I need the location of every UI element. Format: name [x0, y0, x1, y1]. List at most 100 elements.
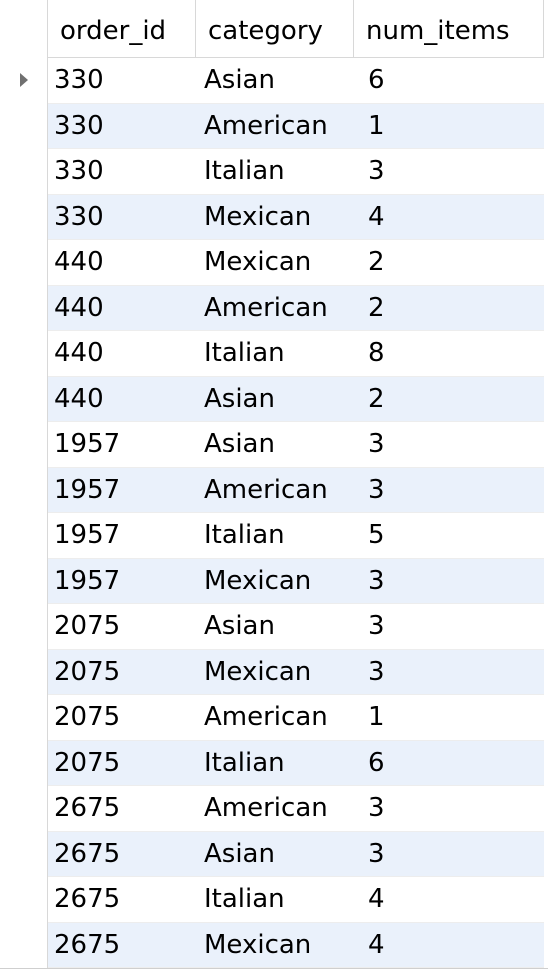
cell-num-items[interactable]: 3 — [368, 656, 385, 687]
cell-num-items[interactable]: 3 — [368, 793, 385, 823]
row-selector[interactable] — [0, 786, 48, 832]
row-selector[interactable] — [0, 240, 48, 286]
table-row[interactable]: 440 American 2 — [0, 285, 558, 331]
cell-category[interactable]: Mexican — [204, 929, 312, 960]
table-row[interactable]: 2675 Asian 3 — [0, 831, 558, 877]
cell-order-id[interactable]: 2675 — [54, 929, 121, 960]
cell-order-id[interactable]: 1957 — [54, 565, 121, 596]
row-selector[interactable] — [0, 649, 48, 695]
cell-category[interactable]: Italian — [204, 747, 285, 778]
cell-order-id[interactable]: 1957 — [54, 520, 121, 550]
table-row[interactable]: 2675 American 3 — [0, 786, 558, 832]
cell-category[interactable]: Italian — [204, 884, 285, 914]
cell-category[interactable]: Asian — [204, 65, 275, 95]
cell-category[interactable]: American — [204, 702, 328, 732]
table-row[interactable]: 330 American 1 — [0, 103, 558, 149]
table-row[interactable]: 2075 American 1 — [0, 695, 558, 741]
row-selector[interactable] — [0, 467, 48, 513]
cell-num-items[interactable]: 3 — [368, 156, 385, 186]
row-selector[interactable] — [0, 331, 48, 377]
cell-order-id[interactable]: 440 — [54, 292, 104, 323]
row-selector[interactable] — [0, 831, 48, 877]
cell-order-id[interactable]: 2675 — [54, 793, 121, 823]
cell-num-items[interactable]: 1 — [368, 702, 385, 732]
cell-order-id[interactable]: 440 — [54, 247, 104, 277]
cell-category[interactable]: Mexican — [204, 247, 312, 277]
cell-category[interactable]: Asian — [204, 838, 275, 869]
cell-category[interactable]: Italian — [204, 520, 285, 550]
cell-num-items[interactable]: 3 — [368, 429, 385, 459]
table-row[interactable]: 330 Asian 6 — [0, 58, 558, 104]
cell-order-id[interactable]: 330 — [54, 110, 104, 141]
cell-order-id[interactable]: 2675 — [54, 838, 121, 869]
cell-order-id[interactable]: 440 — [54, 383, 104, 414]
cell-category[interactable]: Italian — [204, 156, 285, 186]
table-row[interactable]: 1957 Mexican 3 — [0, 558, 558, 604]
table-row[interactable]: 1957 Italian 5 — [0, 513, 558, 559]
cell-num-items[interactable]: 6 — [368, 747, 385, 778]
cell-order-id[interactable]: 1957 — [54, 429, 121, 459]
row-selector[interactable] — [0, 376, 48, 422]
cell-order-id[interactable]: 330 — [54, 156, 104, 186]
cell-num-items[interactable]: 3 — [368, 474, 385, 505]
table-row[interactable]: 440 Italian 8 — [0, 331, 558, 377]
table-row[interactable]: 440 Asian 2 — [0, 376, 558, 422]
cell-num-items[interactable]: 8 — [368, 338, 385, 368]
cell-num-items[interactable]: 2 — [368, 292, 385, 323]
cell-category[interactable]: American — [204, 292, 328, 323]
cell-category[interactable]: Mexican — [204, 565, 312, 596]
cell-category[interactable]: Asian — [204, 611, 275, 641]
cell-order-id[interactable]: 2675 — [54, 884, 121, 914]
cell-category[interactable]: American — [204, 110, 328, 141]
row-selector[interactable] — [0, 740, 48, 786]
cell-order-id[interactable]: 2075 — [54, 702, 121, 732]
cell-num-items[interactable]: 2 — [368, 383, 385, 414]
cell-category[interactable]: American — [204, 474, 328, 505]
table-row[interactable]: 2075 Asian 3 — [0, 604, 558, 650]
cell-category[interactable]: Asian — [204, 383, 275, 414]
cell-category[interactable]: American — [204, 793, 328, 823]
cell-num-items[interactable]: 3 — [368, 611, 385, 641]
cell-num-items[interactable]: 2 — [368, 247, 385, 277]
cell-category[interactable]: Mexican — [204, 656, 312, 687]
row-selector[interactable] — [0, 604, 48, 650]
row-selector[interactable] — [0, 558, 48, 604]
cell-num-items[interactable]: 3 — [368, 838, 385, 869]
table-row[interactable]: 440 Mexican 2 — [0, 240, 558, 286]
row-selector[interactable] — [0, 194, 48, 240]
table-row[interactable]: 2675 Italian 4 — [0, 877, 558, 923]
table-row[interactable]: 1957 Asian 3 — [0, 422, 558, 468]
row-selector[interactable] — [0, 149, 48, 195]
table-row[interactable]: 2075 Mexican 3 — [0, 649, 558, 695]
table-row[interactable]: 1957 American 3 — [0, 467, 558, 513]
cell-category[interactable]: Italian — [204, 338, 285, 368]
column-header-category[interactable]: category — [196, 0, 354, 58]
cell-num-items[interactable]: 4 — [368, 929, 385, 960]
cell-order-id[interactable]: 1957 — [54, 474, 121, 505]
cell-num-items[interactable]: 1 — [368, 110, 385, 141]
cell-num-items[interactable]: 4 — [368, 201, 385, 232]
row-selector[interactable] — [0, 922, 48, 968]
cell-num-items[interactable]: 6 — [368, 65, 385, 95]
cell-order-id[interactable]: 2075 — [54, 656, 121, 687]
cell-order-id[interactable]: 330 — [54, 65, 104, 95]
column-header-order-id[interactable]: order_id — [48, 0, 196, 58]
table-row[interactable]: 2075 Italian 6 — [0, 740, 558, 786]
row-selector[interactable] — [0, 58, 48, 104]
cell-category[interactable]: Mexican — [204, 201, 312, 232]
cell-category[interactable]: Asian — [204, 429, 275, 459]
row-selector[interactable] — [0, 103, 48, 149]
cell-order-id[interactable]: 330 — [54, 201, 104, 232]
row-selector[interactable] — [0, 877, 48, 923]
table-row[interactable]: 330 Italian 3 — [0, 149, 558, 195]
table-row[interactable]: 330 Mexican 4 — [0, 194, 558, 240]
cell-order-id[interactable]: 2075 — [54, 747, 121, 778]
column-header-num-items[interactable]: num_items — [354, 0, 544, 58]
cell-order-id[interactable]: 2075 — [54, 611, 121, 641]
row-selector[interactable] — [0, 422, 48, 468]
cell-num-items[interactable]: 3 — [368, 565, 385, 596]
row-selector[interactable] — [0, 695, 48, 741]
row-selector[interactable] — [0, 513, 48, 559]
cell-order-id[interactable]: 440 — [54, 338, 104, 368]
cell-num-items[interactable]: 4 — [368, 884, 385, 914]
